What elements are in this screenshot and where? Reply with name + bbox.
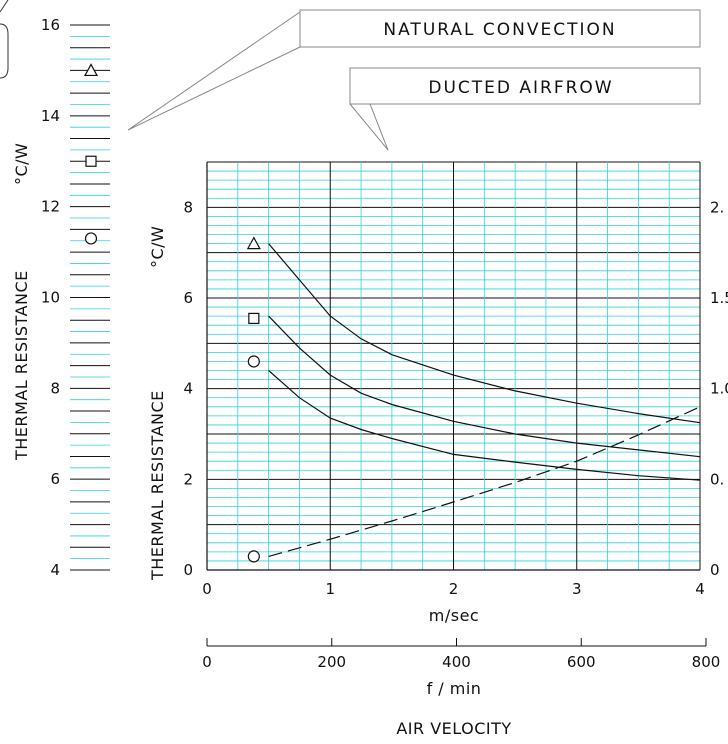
left-ytick-label: 6 xyxy=(50,470,60,488)
series-3-curve xyxy=(268,370,701,481)
main-yunit: °C/W xyxy=(148,226,167,268)
main-x2label: f / min xyxy=(427,679,482,698)
main-xtick-label: 1 xyxy=(325,580,335,598)
main-ytick-label: 4 xyxy=(183,380,193,398)
natural-convection-box xyxy=(299,9,701,48)
left-ylabel: THERMAL RESISTANCE xyxy=(12,270,31,461)
series-1-marker xyxy=(246,236,261,250)
left-ytick-label: 4 xyxy=(50,561,60,579)
main-ylabel: THERMAL RESISTANCE xyxy=(148,390,167,581)
x2-tick-label: 0 xyxy=(202,653,212,671)
left-square-marker xyxy=(85,155,97,167)
ducted-airflow-callout: DUCTED AIRFROW xyxy=(349,67,701,151)
right-ytick-label: 0. xyxy=(710,470,724,488)
main-ytick-label: 8 xyxy=(183,198,193,216)
left-ytick-label: 8 xyxy=(50,379,60,397)
x2-tick-label: 400 xyxy=(442,653,471,671)
main-xtick-label: 3 xyxy=(572,580,582,598)
ducted-airflow-box xyxy=(349,67,701,105)
ducted-airflow-label: DUCTED AIRFROW xyxy=(428,78,613,98)
air-velocity-title: AIR VELOCITY xyxy=(396,719,511,738)
left-yunit: °C/W xyxy=(12,143,31,185)
right-ytick-label: 2. xyxy=(710,198,724,216)
left-ytick-label: 10 xyxy=(41,289,60,307)
left-triangle-marker xyxy=(83,63,99,77)
left-ytick-label: 12 xyxy=(41,198,60,216)
series-2-marker xyxy=(248,312,260,324)
x2-tick-label: 200 xyxy=(317,653,346,671)
series-2-curve xyxy=(268,315,701,458)
left-circle-marker xyxy=(84,232,98,245)
natural-convection-callout: NATURAL CONVECTION xyxy=(127,9,701,131)
left-ytick-label: 14 xyxy=(41,107,60,125)
main-xtick-label: 0 xyxy=(202,580,212,598)
natural-convection-label: NATURAL CONVECTION xyxy=(383,20,616,40)
main-ytick-label: 6 xyxy=(183,289,193,307)
series-4-marker xyxy=(247,550,260,563)
series-1-curve xyxy=(268,243,701,424)
right-ytick-label: 1.5 xyxy=(710,289,728,307)
clipped-legend-frame xyxy=(0,23,9,79)
x2-tick-label: 600 xyxy=(567,653,596,671)
main-ytick-label: 0 xyxy=(183,561,193,579)
natural-convection-chart: 4 6 8 10 12 14 16 xyxy=(41,16,110,579)
main-xlabel: m/sec xyxy=(429,606,479,625)
series-4-curve xyxy=(268,406,701,557)
right-ytick-label: 1.0 xyxy=(710,380,728,398)
x2-tick-label: 800 xyxy=(692,653,721,671)
main-xtick-label: 4 xyxy=(695,580,705,598)
clipped-letter-mark xyxy=(0,0,9,13)
main-ytick-label: 2 xyxy=(183,470,193,488)
right-ytick-label: 0 xyxy=(710,561,720,579)
left-ytick-label: 16 xyxy=(41,16,60,34)
series-3-marker xyxy=(247,355,260,368)
main-xtick-label: 2 xyxy=(449,580,459,598)
